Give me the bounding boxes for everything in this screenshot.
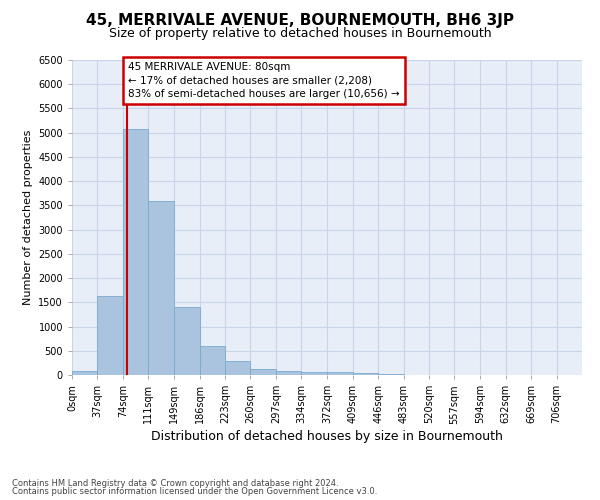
Bar (225, 361, 250, 375)
Bar (378, 374, 404, 375)
Text: Size of property relative to detached houses in Bournemouth: Size of property relative to detached ho… (109, 28, 491, 40)
Bar (72, 371, 97, 375)
Y-axis label: Number of detached properties: Number of detached properties (23, 130, 32, 305)
Bar (301, 372, 328, 375)
Text: 45, MERRIVALE AVENUE, BOURNEMOUTH, BH6 3JP: 45, MERRIVALE AVENUE, BOURNEMOUTH, BH6 3… (86, 12, 514, 28)
Bar (200, 346, 225, 375)
Bar (250, 368, 276, 375)
Text: Contains HM Land Registry data © Crown copyright and database right 2024.: Contains HM Land Registry data © Crown c… (12, 478, 338, 488)
Bar (148, 200, 174, 375)
Bar (353, 373, 378, 375)
X-axis label: Distribution of detached houses by size in Bournemouth: Distribution of detached houses by size … (151, 430, 503, 444)
Bar (174, 307, 200, 375)
Bar (328, 372, 353, 375)
Bar (97, 296, 123, 375)
Text: Contains public sector information licensed under the Open Government Licence v3: Contains public sector information licen… (12, 487, 377, 496)
Bar (123, 129, 148, 375)
Bar (276, 370, 301, 375)
Text: 45 MERRIVALE AVENUE: 80sqm
← 17% of detached houses are smaller (2,208)
83% of s: 45 MERRIVALE AVENUE: 80sqm ← 17% of deta… (128, 62, 400, 99)
